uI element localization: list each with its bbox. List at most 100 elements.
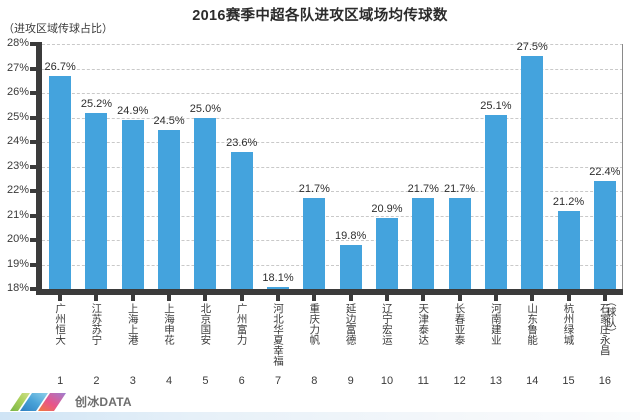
bar-value-label: 18.1% [262, 271, 294, 284]
bar[interactable] [339, 244, 362, 289]
x-axis-category-label: 杭州绿城 [562, 303, 575, 345]
gridline [42, 117, 623, 119]
y-tick-label: 19% [6, 257, 29, 270]
plot-area: 26.7% 25.2% 24.9% 24.5% 25.0% 23.6% 18.1% 21.7%… [42, 41, 623, 290]
x-axis-category-index: 13 [489, 375, 503, 387]
y-tick-mark [30, 66, 37, 71]
x-tick-mark [203, 294, 208, 301]
x-axis-category-label: 广州恒大 [54, 303, 67, 345]
gridline [42, 264, 623, 266]
gridline [42, 191, 623, 192]
x-axis-category-label: 上海申花 [163, 303, 175, 345]
x-axis-category-label: 天津泰达 [417, 303, 430, 345]
y-axis-title: （进攻区域传球占比） [3, 23, 113, 35]
y-tick-mark [30, 115, 37, 120]
x-tick-mark [94, 294, 99, 301]
x-axis-category-index: 1 [57, 375, 64, 387]
gradient-square-logo-icon [10, 393, 66, 411]
bar-value-label: 25.2% [80, 97, 113, 110]
bar[interactable] [121, 119, 144, 289]
y-tick-label: 25% [6, 110, 29, 123]
x-tick-mark [276, 294, 281, 301]
x-axis-category-label: 江苏苏宁 [90, 303, 103, 345]
bar[interactable] [448, 198, 471, 289]
gridline [42, 68, 623, 70]
x-tick-mark [239, 294, 244, 301]
bar[interactable] [158, 129, 181, 289]
x-axis-category-index: 8 [311, 375, 318, 387]
x-axis-category-label: 延边富德 [344, 303, 357, 345]
x-axis-category-label: 广州富力 [235, 303, 248, 345]
bar-value-label: 20.9% [371, 202, 403, 215]
x-tick-mark [602, 294, 607, 301]
x-axis-category-index: 6 [238, 375, 245, 387]
bar-value-label: 27.5% [516, 41, 548, 54]
bar-value-label: 21.7% [298, 183, 330, 196]
y-tick-label: 21% [6, 208, 29, 221]
x-tick-mark [312, 294, 317, 301]
bar[interactable] [593, 181, 616, 289]
bar[interactable] [267, 286, 290, 289]
x-axis-category-label: 石家庄永昌 [598, 303, 611, 356]
x-axis-category-index: 12 [453, 375, 466, 387]
x-axis-category-index: 5 [202, 375, 209, 387]
x-axis-category-label: 北京国安 [199, 303, 212, 345]
x-axis-line [36, 289, 623, 295]
gridline [42, 215, 623, 217]
y-tick-label: 28% [6, 37, 29, 49]
x-axis-category-label: 辽宁宏运 [380, 303, 393, 345]
page-title: 2016赛季中超各队进攻区域场均传球数 [192, 8, 448, 24]
x-tick-mark [167, 294, 172, 301]
bar[interactable] [85, 112, 108, 289]
y-tick-mark [30, 238, 37, 242]
y-tick-label: 20% [6, 233, 29, 245]
bar[interactable] [303, 198, 326, 289]
x-axis-category-label: 河北华夏幸福 [271, 303, 284, 366]
y-axis-line [36, 42, 42, 293]
bar[interactable] [484, 115, 507, 289]
y-tick-label: 27% [6, 61, 29, 74]
x-axis-category-label: 河南建业 [489, 303, 502, 345]
x-axis-category-label: 长春亚泰 [453, 303, 466, 345]
x-axis-category-label: 山东鲁能 [526, 303, 539, 345]
bar[interactable] [557, 210, 580, 289]
x-tick-mark [457, 294, 462, 301]
bar-value-label: 22.4% [589, 166, 621, 179]
gridline [42, 240, 623, 241]
bar-value-label: 24.5% [153, 114, 185, 127]
bar[interactable] [521, 56, 544, 289]
x-tick-mark [421, 294, 426, 301]
y-tick-label: 22% [6, 184, 29, 196]
plot-right-border [622, 44, 623, 289]
x-axis-category-index: 16 [598, 375, 611, 387]
y-tick-mark [30, 140, 37, 144]
watermark-brand: 创冰DATA [75, 394, 132, 409]
bar[interactable] [230, 151, 253, 289]
x-axis-category-index: 14 [526, 375, 539, 387]
y-tick-mark [30, 213, 37, 218]
gridline [42, 44, 623, 45]
bar[interactable] [49, 75, 72, 289]
y-tick-label: 24% [6, 135, 29, 147]
y-tick-label: 23% [6, 159, 29, 172]
bar-value-label: 25.0% [189, 102, 221, 115]
y-tick-mark [30, 42, 37, 46]
x-axis-title: （球队） [604, 296, 617, 338]
bar-value-label: 24.9% [117, 104, 149, 117]
x-axis-category-index: 3 [129, 375, 136, 387]
bar-value-label: 23.6% [226, 136, 258, 149]
x-tick-mark [130, 294, 135, 301]
bar[interactable] [412, 198, 435, 289]
x-tick-mark [348, 294, 353, 301]
gridline [42, 142, 623, 143]
x-tick-mark [530, 294, 535, 301]
bar[interactable] [375, 217, 398, 289]
x-tick-mark [58, 294, 63, 301]
y-tick-label: 18% [6, 282, 29, 294]
x-axis-category-index: 7 [274, 375, 282, 387]
bar[interactable] [194, 117, 217, 289]
x-axis-category-label: 重庆力帆 [308, 303, 321, 345]
x-tick-mark [566, 294, 571, 301]
y-tick-mark [30, 164, 37, 169]
